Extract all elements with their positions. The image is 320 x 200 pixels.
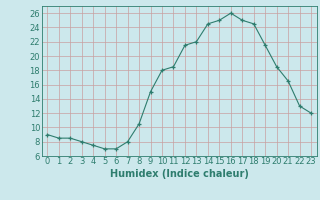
X-axis label: Humidex (Indice chaleur): Humidex (Indice chaleur)	[110, 169, 249, 179]
